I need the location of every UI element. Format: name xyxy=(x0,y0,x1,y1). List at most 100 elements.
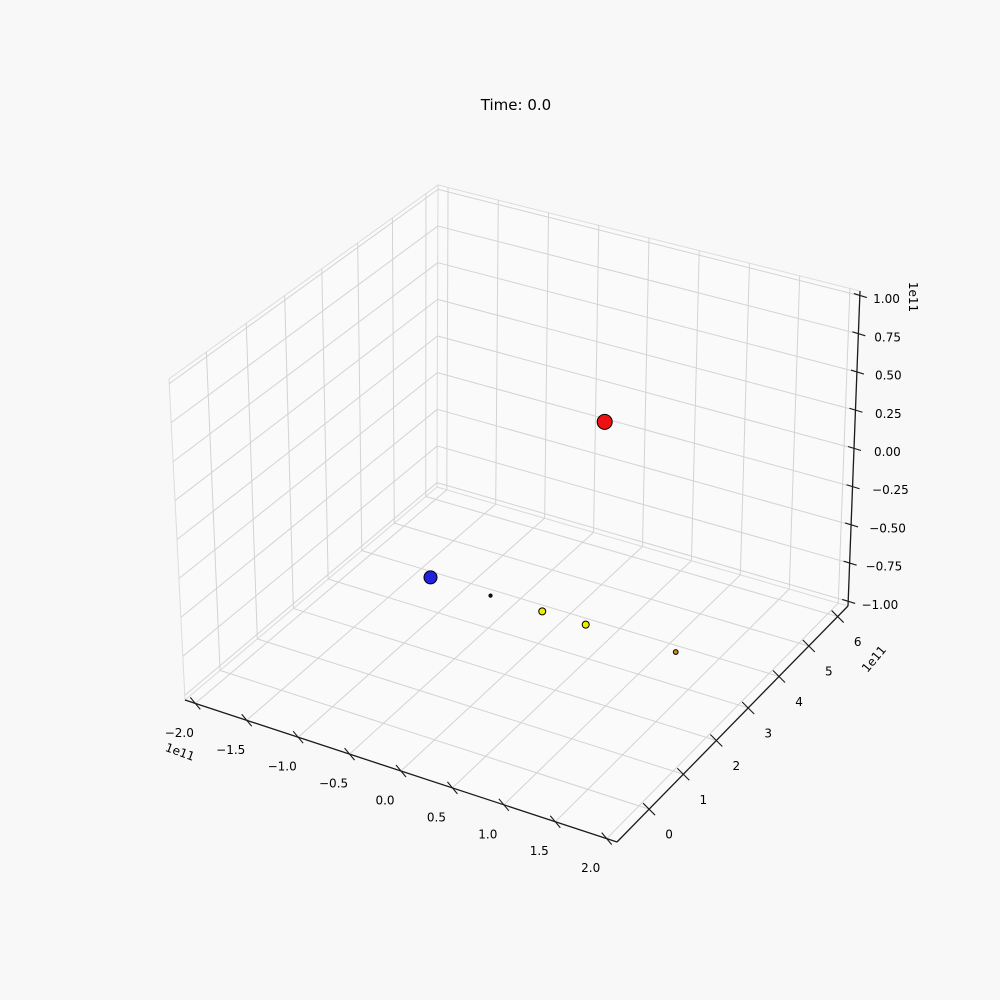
z-tick-label: −0.75 xyxy=(866,560,903,574)
z-tick-mark xyxy=(844,522,859,528)
grid-line-z-right xyxy=(437,262,858,373)
y-tick-label: 0 xyxy=(665,828,673,842)
grid-line-x-floor xyxy=(297,517,545,738)
z-tick-label: 0.75 xyxy=(874,330,901,344)
small-orange-body xyxy=(672,649,679,655)
x-tick-mark xyxy=(241,713,253,727)
grid-lines xyxy=(168,187,860,839)
x-tick-mark xyxy=(292,730,304,744)
grid-line-y-floor xyxy=(293,607,717,742)
y-tick-mark xyxy=(676,767,690,781)
z-tick-label: −0.25 xyxy=(872,483,909,497)
y-tick-label: 3 xyxy=(764,726,772,740)
x-tick-label: 2.0 xyxy=(581,861,600,875)
small-yellow-body-2 xyxy=(581,620,590,629)
grid-line-z-left xyxy=(172,262,439,462)
y-tick-label: 6 xyxy=(854,635,862,649)
grid-line-y-floor xyxy=(394,522,809,647)
y-tick-mark xyxy=(802,639,816,653)
grid-line-x-floor xyxy=(452,560,692,789)
x-tick-label: 0.5 xyxy=(427,810,446,824)
scatter-points xyxy=(423,413,679,655)
chart-title: Time: 0.0 xyxy=(480,96,552,114)
large-blue-body xyxy=(423,570,438,585)
grid-line-z-right xyxy=(437,372,853,488)
z-tick-mark xyxy=(847,445,862,452)
tick-labels: −2.0 −1.5 −1.0 −0.5 0.0 0.5 1.0 1.5 2.0 0 1 2 3 4 5 6 −1… xyxy=(165,292,909,875)
z-tick-label: −0.50 xyxy=(869,521,906,535)
grid-line-y-floor xyxy=(219,669,650,810)
x-tick-label: 0.0 xyxy=(375,794,394,808)
z-tick-label: 0.00 xyxy=(874,445,901,459)
x-tick-label: −2.0 xyxy=(165,726,194,740)
z-tick-mark xyxy=(846,484,860,490)
grid-line-z-right xyxy=(437,225,859,335)
y-tick-label: 1 xyxy=(699,793,707,807)
grid-line-z-left xyxy=(184,482,438,696)
y-tick-mark xyxy=(741,701,755,715)
grid-line-z-right xyxy=(437,335,855,449)
grid-line-x-floor xyxy=(400,546,643,772)
grid-line-x-floor xyxy=(349,531,594,755)
grid-line-z-right xyxy=(437,408,852,526)
grid-line-z-left xyxy=(182,445,438,657)
small-dark-body xyxy=(488,593,493,598)
y-tick-label: 2 xyxy=(732,759,740,773)
x-tick-mark xyxy=(601,832,613,845)
grid-line-z-right xyxy=(436,445,850,564)
x-tick-label: −1.0 xyxy=(268,760,297,774)
small-yellow-body-1 xyxy=(538,607,547,616)
y-tick-mark xyxy=(642,802,656,816)
grid-line-z-right xyxy=(437,298,856,411)
z-axis-offset-label: 1e11 xyxy=(906,281,920,313)
z-tick-mark xyxy=(853,293,867,299)
grid-line-x-floor xyxy=(554,588,790,823)
y-tick-label: 5 xyxy=(825,665,833,679)
y-tick-mark xyxy=(831,610,845,623)
axes-panes xyxy=(168,184,861,843)
z-tick-mark xyxy=(849,407,863,413)
grid-line-y-floor xyxy=(425,496,838,618)
z-tick-mark xyxy=(843,560,857,566)
grid-line-z-right xyxy=(436,482,849,602)
y-tick-mark xyxy=(709,734,723,747)
x-tick-mark xyxy=(189,697,201,710)
grid-line-z-left xyxy=(180,408,438,618)
x-tick-label: −1.5 xyxy=(216,743,245,757)
x-tick-mark xyxy=(447,781,458,795)
grid-line-x-floor xyxy=(503,574,741,806)
x-tick-label: 1.5 xyxy=(530,844,549,858)
grid-line-y-floor xyxy=(257,638,684,775)
x-tick-mark xyxy=(549,815,561,829)
y-tick-label: 4 xyxy=(795,695,803,709)
x-tick-label: 1.0 xyxy=(478,827,497,841)
grid-line-z-left xyxy=(168,188,439,385)
tick-marks xyxy=(189,293,867,845)
z-tick-label: 0.25 xyxy=(875,407,902,421)
grid-line-x-floor xyxy=(194,489,448,704)
z-tick-mark xyxy=(842,598,856,604)
grid-line-z-left xyxy=(176,335,438,540)
y-axis-line xyxy=(616,605,849,843)
z-tick-label: 0.50 xyxy=(875,369,902,383)
grid-line-z-left xyxy=(170,225,439,424)
x-tick-mark xyxy=(498,798,510,812)
z-tick-label: 1.00 xyxy=(873,292,900,306)
z-tick-mark xyxy=(852,331,866,337)
z-tick-mark xyxy=(850,369,865,375)
grid-line-x-floor xyxy=(606,602,839,839)
x-tick-mark xyxy=(395,764,407,778)
grid-line-x-floor xyxy=(246,503,497,721)
grid-line-z-right xyxy=(437,188,860,297)
z-tick-label: −1.00 xyxy=(861,598,898,612)
x-tick-mark xyxy=(344,747,355,761)
grid-line-z-left xyxy=(178,372,438,579)
x-tick-label: −0.5 xyxy=(319,777,348,791)
grid-line-z-left xyxy=(174,298,438,501)
grid-line-y-floor xyxy=(327,578,749,709)
large-red-body xyxy=(596,413,613,430)
y-tick-mark xyxy=(772,670,786,683)
